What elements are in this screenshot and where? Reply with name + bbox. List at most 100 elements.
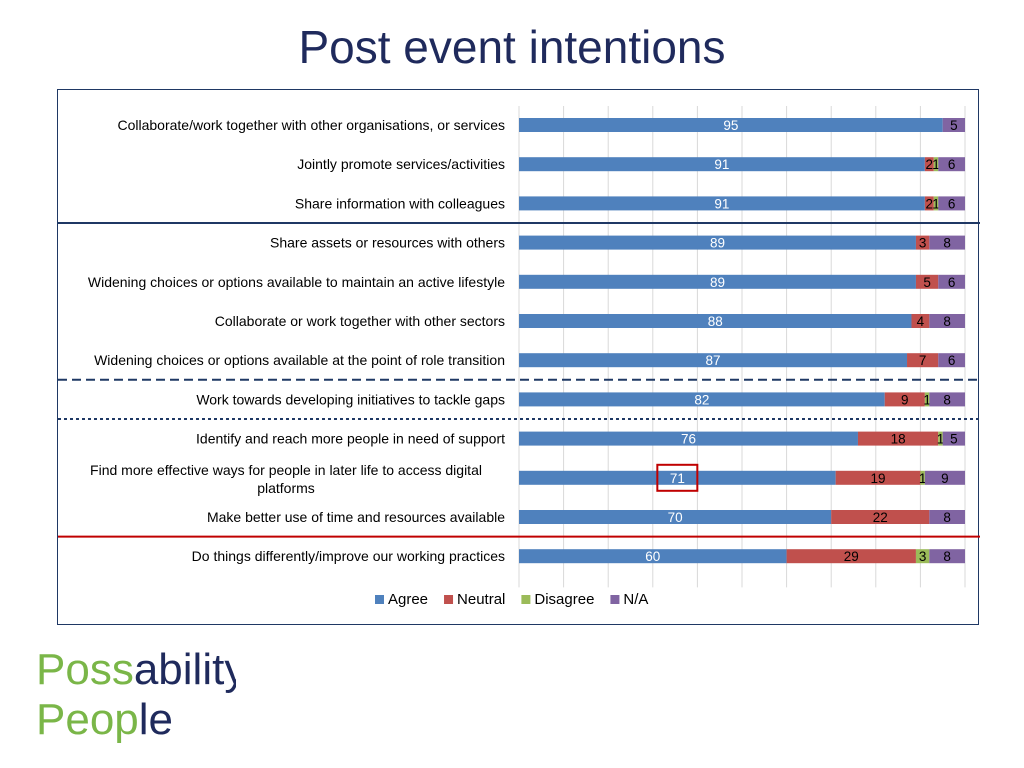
value-label: 7 — [919, 353, 927, 368]
bar-neutral — [924, 196, 934, 211]
value-label: 2 — [926, 196, 934, 211]
highlight-box — [656, 463, 699, 492]
possability-people-logo: Possability People — [36, 640, 236, 750]
category-label: Make better use of time and resources av… — [207, 509, 505, 525]
value-label: 82 — [694, 392, 709, 407]
bar-na — [938, 196, 965, 211]
value-label: 2 — [926, 157, 934, 172]
value-label: 91 — [714, 157, 729, 172]
bar-agree — [519, 274, 916, 289]
value-label: 1 — [937, 432, 945, 447]
bar-disagree — [915, 549, 930, 564]
bar-disagree — [933, 196, 939, 211]
value-label: 87 — [705, 353, 720, 368]
value-label: 29 — [844, 549, 859, 564]
bar-disagree — [920, 470, 925, 485]
bar-disagree — [933, 157, 939, 172]
bar-neutral — [907, 353, 939, 368]
value-label: 5 — [950, 118, 958, 133]
stacked-bar-chart: Collaborate/work together with other org… — [58, 106, 980, 608]
bar-neutral — [911, 314, 930, 328]
value-label: 9 — [941, 471, 949, 486]
bar-agree — [519, 549, 787, 564]
bar-agree — [519, 470, 836, 485]
bar-na — [938, 353, 965, 368]
value-label: 88 — [708, 314, 723, 329]
bar-neutral — [831, 510, 930, 524]
category-label: Identify and reach more people in need o… — [196, 431, 505, 447]
gridlines — [518, 106, 966, 588]
legend-label: Neutral — [457, 591, 505, 608]
value-label: 3 — [919, 236, 927, 251]
value-label: 89 — [710, 236, 725, 251]
category-label: Collaborate/work together with other org… — [117, 117, 505, 133]
value-label: 76 — [681, 432, 696, 447]
category-label: Share assets or resources with others — [270, 235, 505, 251]
bar-na — [929, 392, 965, 407]
category-label: Share information with colleagues — [295, 195, 505, 211]
value-label: 95 — [723, 118, 738, 133]
value-label: 89 — [710, 275, 725, 290]
legend-label: Disagree — [534, 591, 594, 608]
legend-label: Agree — [388, 591, 428, 608]
value-label: 6 — [948, 157, 956, 172]
bar-agree — [519, 235, 916, 250]
value-label: 1 — [923, 392, 931, 407]
logo-line-2-suffix: le — [139, 695, 173, 744]
bar-agree — [519, 314, 912, 328]
value-label: 8 — [943, 236, 951, 251]
bar-na — [929, 235, 965, 250]
bar-neutral — [915, 274, 939, 289]
legend-swatch — [375, 595, 384, 604]
category-label: Find more effective ways for people in l… — [90, 462, 482, 496]
value-label: 6 — [948, 353, 956, 368]
value-label: 8 — [943, 549, 951, 564]
value-label: 6 — [948, 196, 956, 211]
bar-agree — [519, 157, 925, 172]
value-label: 3 — [919, 549, 927, 564]
bar-disagree — [938, 431, 943, 446]
bar-neutral — [857, 431, 939, 446]
bar-na — [938, 274, 965, 289]
value-label: 22 — [873, 510, 888, 525]
value-label: 1 — [919, 471, 927, 486]
bar-na — [929, 549, 965, 564]
bar-na — [938, 157, 965, 172]
bar-neutral — [884, 392, 925, 407]
bar-na — [942, 118, 965, 132]
value-label: 1 — [932, 196, 940, 211]
bar-neutral — [835, 470, 921, 485]
category-label: Collaborate or work together with other … — [215, 313, 505, 329]
slide-title: Post event intentions — [298, 21, 726, 73]
value-label: 60 — [645, 549, 660, 564]
category-label: Work towards developing initiatives to t… — [196, 391, 505, 407]
value-label: 1 — [932, 157, 940, 172]
logo-line-1-suffix: ability — [134, 645, 236, 694]
bar-neutral — [924, 157, 934, 172]
bar-agree — [519, 510, 832, 524]
logo-line-2: People — [36, 695, 173, 744]
logo-line-2-prefix: Peop — [36, 695, 139, 744]
value-label: 8 — [943, 510, 951, 525]
value-label: 9 — [901, 392, 909, 407]
bar-na — [924, 470, 965, 485]
value-label: 8 — [943, 392, 951, 407]
value-label: 5 — [950, 432, 958, 447]
value-label: 8 — [943, 314, 951, 329]
legend-swatch — [521, 595, 531, 604]
value-label: 6 — [948, 275, 956, 290]
value-label: 71 — [670, 471, 685, 486]
bar-agree — [519, 353, 908, 368]
bar-neutral — [786, 549, 916, 564]
legend-swatch — [610, 595, 620, 604]
bar-agree — [519, 392, 885, 407]
bar-disagree — [924, 392, 930, 407]
bar-na — [929, 510, 965, 524]
bar-na — [929, 314, 965, 328]
bar-na — [942, 431, 965, 446]
value-label: 19 — [871, 471, 886, 486]
chart-frame: Collaborate/work together with other org… — [57, 89, 980, 625]
logo-line-1: Possability — [36, 645, 236, 694]
logo-graphic: Possability People — [36, 645, 236, 744]
value-label: 4 — [917, 314, 925, 329]
